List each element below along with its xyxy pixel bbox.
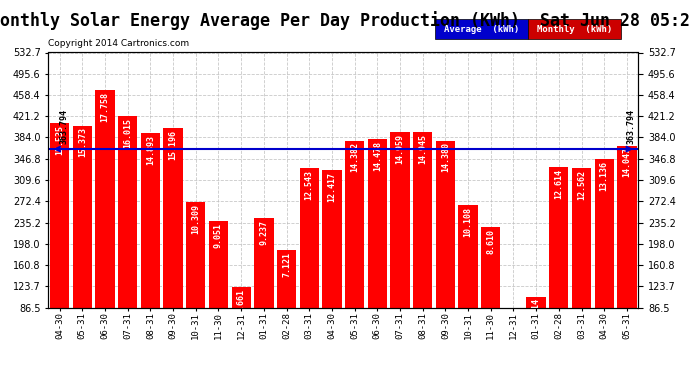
Bar [95, 90, 115, 357]
Text: 15.196: 15.196 [168, 130, 177, 160]
Text: 12.614: 12.614 [554, 169, 563, 199]
Text: 14.382: 14.382 [350, 142, 359, 172]
Bar [118, 116, 137, 357]
Bar [277, 250, 296, 357]
Bar [232, 287, 250, 357]
Bar [526, 297, 546, 357]
Bar [299, 168, 319, 357]
Text: Monthly  (kWh): Monthly (kWh) [537, 25, 612, 34]
Text: 8.610: 8.610 [486, 229, 495, 254]
Bar [368, 139, 387, 357]
Text: 14.380: 14.380 [441, 142, 450, 172]
Text: 14.893: 14.893 [146, 135, 155, 165]
Bar [436, 141, 455, 357]
Bar [413, 132, 433, 357]
Text: 15.373: 15.373 [78, 128, 87, 158]
Text: 14.959: 14.959 [395, 134, 404, 164]
Text: 3.071: 3.071 [509, 312, 518, 338]
Bar [504, 311, 523, 357]
Bar [209, 221, 228, 357]
Text: Monthly Solar Energy Average Per Day Production (KWh)  Sat Jun 28 05:29: Monthly Solar Energy Average Per Day Pro… [0, 11, 690, 30]
Text: 10.108: 10.108 [464, 207, 473, 237]
Text: 9.237: 9.237 [259, 220, 268, 245]
Text: 12.562: 12.562 [577, 170, 586, 200]
Bar [164, 128, 183, 357]
Bar [391, 132, 410, 357]
Text: 14.945: 14.945 [418, 134, 427, 164]
Text: 7.121: 7.121 [282, 252, 291, 276]
Bar [50, 123, 69, 357]
Text: 4.661: 4.661 [237, 288, 246, 314]
Text: 17.758: 17.758 [101, 92, 110, 122]
Text: Average  (kWh): Average (kWh) [444, 25, 519, 34]
Bar [458, 205, 477, 357]
Bar [72, 126, 92, 357]
Text: 13.136: 13.136 [600, 161, 609, 191]
Bar [141, 133, 160, 357]
Text: 363.794: 363.794 [627, 110, 636, 144]
Bar [595, 159, 614, 357]
Text: 4.014: 4.014 [531, 298, 541, 323]
Bar [572, 168, 591, 357]
Text: 363.794: 363.794 [59, 110, 68, 144]
Text: Copyright 2014 Cartronics.com: Copyright 2014 Cartronics.com [48, 39, 190, 48]
Text: 14.047: 14.047 [622, 147, 631, 177]
Text: 15.535: 15.535 [55, 125, 64, 155]
Bar [618, 146, 637, 357]
Text: 16.015: 16.015 [124, 118, 132, 148]
Bar [322, 170, 342, 357]
Text: 10.309: 10.309 [191, 204, 200, 234]
Bar [254, 218, 273, 357]
Bar [186, 202, 206, 357]
Bar [345, 141, 364, 357]
Text: 9.051: 9.051 [214, 222, 223, 248]
Text: 12.543: 12.543 [305, 170, 314, 200]
Bar [549, 167, 569, 357]
Text: 14.478: 14.478 [373, 141, 382, 171]
Bar [481, 228, 500, 357]
Text: 12.417: 12.417 [328, 172, 337, 202]
